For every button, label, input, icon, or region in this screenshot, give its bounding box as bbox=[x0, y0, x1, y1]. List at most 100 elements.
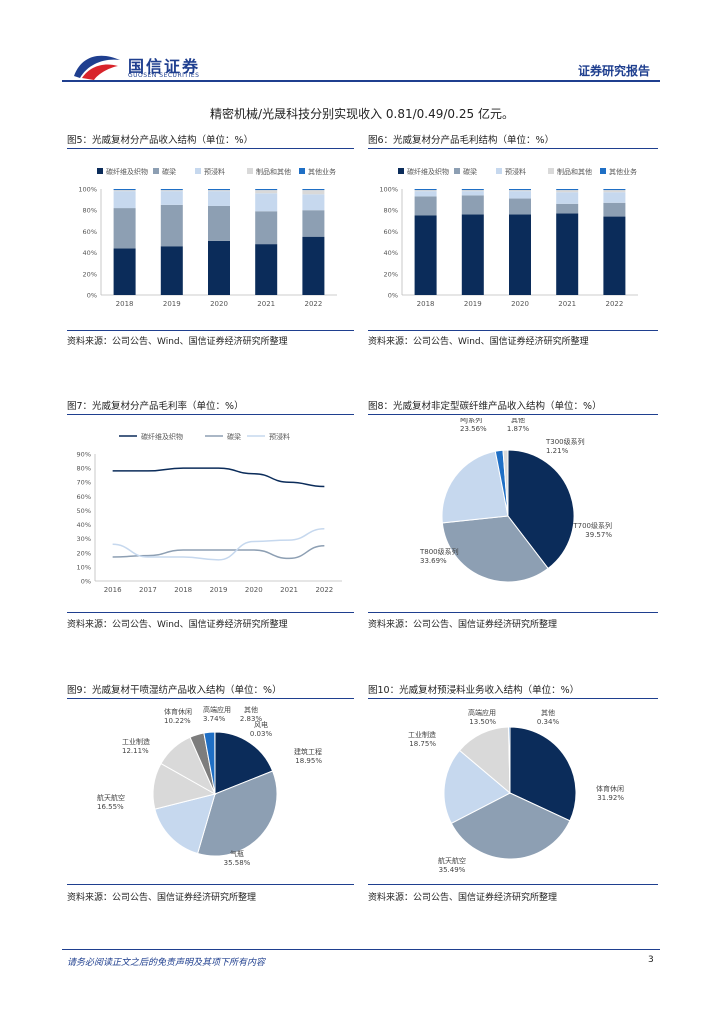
pie-value-label: 1.87% bbox=[507, 425, 530, 433]
y-tick-label: 20% bbox=[77, 549, 91, 557]
fig6-title: 图6：光威复材分产品毛利结构（单位：%） bbox=[368, 135, 555, 146]
legend-label: 碳纤维及织物 bbox=[141, 432, 183, 441]
bar-segment bbox=[603, 202, 626, 217]
y-tick-label: 60% bbox=[83, 228, 97, 236]
pie-label: 风电 bbox=[254, 720, 268, 729]
pie-slice bbox=[196, 770, 278, 857]
bar-segment bbox=[302, 190, 325, 195]
fig7-title: 图7：光威复材分产品毛利率（单位：%） bbox=[67, 401, 244, 412]
fig7-bottom-rule bbox=[67, 612, 354, 613]
bar-segment bbox=[509, 191, 531, 199]
pie-value-label: 23.56% bbox=[460, 425, 487, 433]
bar-segment bbox=[556, 203, 579, 214]
bar-segment bbox=[208, 190, 230, 192]
fig6-chart: 碳纤维及织物 碳梁 预浸料 制品和其他 其他业务 0% 20% 40% 60% 80% 100% 20… bbox=[379, 167, 638, 308]
bar-segment bbox=[603, 189, 626, 191]
bar-segment bbox=[113, 189, 136, 191]
pie-label: 其他 bbox=[541, 708, 555, 717]
y-tick-label: 100% bbox=[78, 186, 97, 194]
bar-segment bbox=[461, 191, 484, 196]
bar-segment bbox=[160, 189, 183, 191]
pie-label: 工业制造 bbox=[408, 730, 436, 739]
pie-label: 体育休闲 bbox=[164, 707, 192, 716]
bar-segment bbox=[509, 189, 531, 191]
legend-label: 其他业务 bbox=[609, 167, 637, 176]
bar-segment bbox=[160, 190, 183, 192]
x-tick-label: 2018 bbox=[174, 586, 192, 594]
x-tick-label: 2020 bbox=[511, 300, 529, 308]
fig10-title-rule bbox=[368, 698, 658, 699]
pie-slice bbox=[508, 726, 511, 794]
footer-divider bbox=[62, 949, 660, 950]
fig9-source: 资料来源：公司公告、国信证券经济研究所整理 bbox=[67, 893, 257, 903]
fig5-chart: 碳纤维及织物 碳梁 预浸料 制品和其他 其他业务 0% 20% 40% 60% 80% 100% 20… bbox=[78, 167, 337, 308]
x-tick-label: 2021 bbox=[257, 300, 275, 308]
pie-value-label: 0.34% bbox=[537, 718, 560, 726]
bar-segment bbox=[302, 210, 325, 237]
pie-value-label: 31.92% bbox=[597, 794, 624, 802]
bar-segment bbox=[603, 190, 626, 193]
fig9-title-rule bbox=[67, 698, 354, 699]
x-tick-label: 2019 bbox=[210, 586, 228, 594]
pie-value-label: 0.03% bbox=[250, 730, 273, 738]
fig6-title-rule bbox=[368, 148, 658, 149]
legend-label: 预浸料 bbox=[505, 167, 526, 176]
bar-segment bbox=[255, 244, 278, 295]
pie-label: 工业制造 bbox=[122, 737, 150, 746]
brand-name-en: GUOSEN SECURITIES bbox=[128, 72, 200, 79]
x-tick-label: 2016 bbox=[104, 586, 122, 594]
bar-segment bbox=[414, 189, 437, 191]
pie-value-label: 2.83% bbox=[240, 715, 263, 723]
y-tick-label: 80% bbox=[384, 207, 398, 215]
x-tick-label: 2022 bbox=[605, 300, 623, 308]
legend-label: 预浸料 bbox=[269, 432, 290, 441]
legend-label: 碳梁 bbox=[162, 167, 176, 176]
pie-value-label: 10.22% bbox=[164, 717, 191, 725]
x-tick-label: 2018 bbox=[417, 300, 435, 308]
y-tick-label: 90% bbox=[77, 451, 91, 459]
pie-label: T700级系列 bbox=[572, 521, 612, 530]
x-tick-label: 2019 bbox=[163, 300, 181, 308]
bar-segment bbox=[556, 189, 579, 191]
y-tick-label: 70% bbox=[77, 479, 91, 487]
y-tick-label: 40% bbox=[384, 249, 398, 257]
pie-label: MJ系列 bbox=[460, 418, 482, 424]
legend-swatch bbox=[195, 168, 201, 174]
legend-label: 碳纤维及织物 bbox=[106, 167, 148, 176]
bar-segment bbox=[509, 190, 531, 192]
pie-label: 航天航空 bbox=[97, 793, 125, 802]
x-tick-label: 2019 bbox=[464, 300, 482, 308]
legend-swatch bbox=[398, 168, 404, 174]
fig7-source: 资料来源：公司公告、Wind、国信证券经济研究所整理 bbox=[67, 620, 288, 630]
pie-label: 其他 bbox=[511, 418, 525, 424]
y-tick-label: 40% bbox=[83, 249, 97, 257]
legend-swatch bbox=[600, 168, 606, 174]
pie-slice bbox=[441, 515, 549, 583]
bar-segment bbox=[302, 236, 325, 295]
series-line-2 bbox=[112, 544, 325, 560]
legend-swatch bbox=[454, 168, 460, 174]
pie-value-label: 12.11% bbox=[122, 747, 149, 755]
y-tick-label: 80% bbox=[77, 465, 91, 473]
bar-segment bbox=[208, 191, 230, 206]
bar-segment bbox=[160, 191, 183, 205]
y-tick-label: 0% bbox=[87, 292, 97, 300]
pie-value-label: 33.69% bbox=[420, 557, 447, 565]
y-tick-label: 60% bbox=[384, 228, 398, 236]
fig8-bottom-rule bbox=[368, 612, 658, 613]
fig10-title: 图10：光威复材预浸料业务收入结构（单位：%） bbox=[368, 685, 580, 696]
fig8-title: 图8：光威复材非定型碳纤维产品收入结构（单位：%） bbox=[368, 401, 602, 412]
legend-label: 碳梁 bbox=[227, 432, 241, 441]
pie-label: T800级系列 bbox=[419, 547, 459, 556]
bar-segment bbox=[302, 189, 325, 191]
bar-segment bbox=[302, 194, 325, 211]
fig5-title-rule bbox=[67, 148, 354, 149]
pie-label: 建筑工程 bbox=[294, 747, 322, 756]
brand-name: 国信证券 bbox=[128, 57, 201, 76]
legend-label: 制品和其他 bbox=[256, 167, 291, 176]
pie-slice bbox=[450, 792, 571, 860]
x-tick-label: 2021 bbox=[280, 586, 298, 594]
fig10-source: 资料来源：公司公告、国信证券经济研究所整理 bbox=[368, 893, 558, 903]
y-tick-label: 0% bbox=[388, 292, 398, 300]
bar-segment bbox=[255, 193, 278, 212]
